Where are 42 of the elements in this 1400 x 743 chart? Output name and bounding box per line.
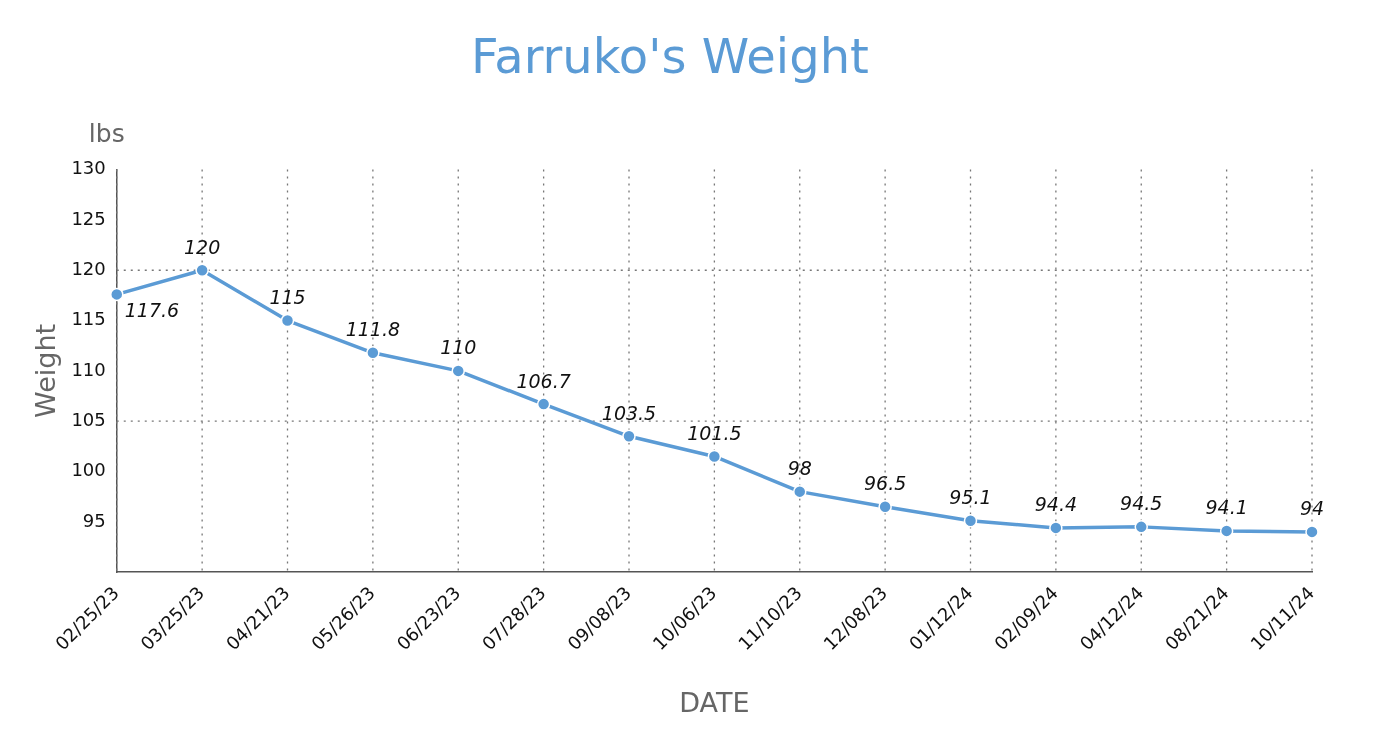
point xyxy=(536,397,551,411)
data-label: 106.7 xyxy=(516,369,571,392)
data-label: 111.8 xyxy=(345,318,401,341)
data-label: 120 xyxy=(184,235,221,258)
data-label: 103.5 xyxy=(601,401,657,424)
point xyxy=(963,514,978,528)
data-label: 94.1 xyxy=(1205,496,1248,519)
data-label: 94.5 xyxy=(1120,492,1163,515)
y-tick-label: 100 xyxy=(71,459,106,481)
point xyxy=(793,484,807,499)
y-tick-label: 110 xyxy=(71,358,106,380)
y-tick-label: 105 xyxy=(71,408,106,430)
point xyxy=(622,429,636,444)
data-label: 101.5 xyxy=(687,421,742,444)
data-label: 117.6 xyxy=(124,298,180,321)
chart-title: Farruko's Weight xyxy=(471,28,869,85)
point xyxy=(1049,521,1063,535)
point xyxy=(707,449,722,464)
y-tick-label: 125 xyxy=(71,207,106,229)
data-label: 95.1 xyxy=(949,486,992,509)
point xyxy=(1305,525,1319,539)
y-axis-title: Weight xyxy=(30,323,62,418)
point xyxy=(451,364,466,378)
data-label: 94 xyxy=(1299,497,1325,520)
y-tick-label: 95 xyxy=(82,509,106,531)
point xyxy=(366,346,380,360)
y-tick-label: 120 xyxy=(71,257,106,279)
data-label: 115 xyxy=(269,286,306,308)
data-label: 110 xyxy=(440,336,477,359)
text: lbs xyxy=(88,118,125,148)
data-label: 94.4 xyxy=(1034,493,1078,516)
y-tick-label: 115 xyxy=(71,308,106,330)
data-label: 96.5 xyxy=(863,472,907,495)
data-label: 98 xyxy=(787,457,812,480)
point xyxy=(1134,520,1148,534)
y-tick-label: 130 xyxy=(71,157,106,179)
point xyxy=(195,263,209,277)
point xyxy=(110,287,124,302)
x-axis-title: DATE xyxy=(679,686,750,718)
point xyxy=(280,313,295,328)
point xyxy=(878,500,892,514)
point xyxy=(1219,524,1234,538)
